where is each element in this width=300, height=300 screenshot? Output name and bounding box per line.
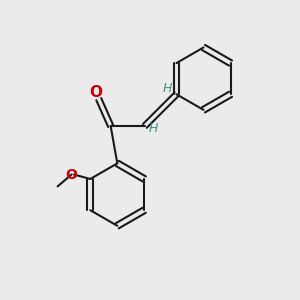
Text: O: O: [89, 85, 102, 100]
Text: H: H: [162, 82, 172, 95]
Text: H: H: [149, 122, 158, 135]
Text: O: O: [66, 167, 77, 182]
